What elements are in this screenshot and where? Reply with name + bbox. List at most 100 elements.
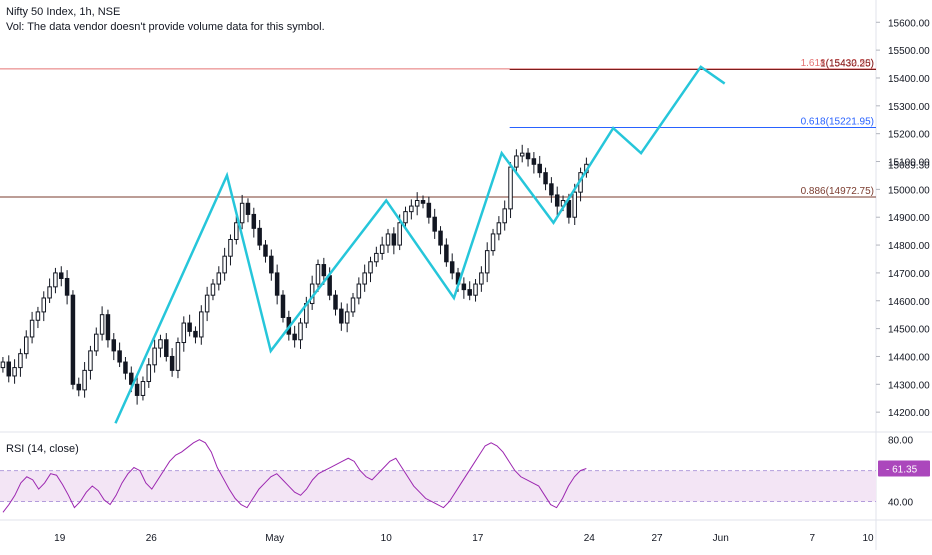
price-tick-label: 14600.00 (888, 297, 930, 308)
rsi-line (2, 439, 587, 513)
candle-body (251, 213, 257, 229)
rsi-value-label: - 61.35 (886, 465, 918, 476)
candle-body (502, 208, 507, 224)
rsi-tick-label: 80.00 (888, 436, 913, 447)
time-tick-label: 10 (862, 533, 874, 544)
candle-body (18, 353, 23, 369)
candle-body (245, 202, 251, 215)
candle-body (484, 250, 490, 274)
candle-body (181, 322, 187, 344)
rsi-value-badge (878, 460, 930, 477)
candle-body (461, 283, 467, 291)
candle-body (420, 200, 426, 204)
price-tick-label: 14200.00 (888, 408, 930, 419)
rsi-title: RSI (14, close) (6, 443, 79, 455)
price-tick-label: 15400.00 (888, 74, 930, 85)
candle-body (239, 202, 245, 224)
candle-body (129, 372, 134, 385)
candle-body (164, 339, 169, 357)
candle-body (82, 369, 87, 391)
candle-body (397, 222, 402, 246)
candle-body (339, 308, 344, 324)
candle-body (426, 202, 432, 218)
candle-body (140, 381, 146, 396)
candle-body (292, 333, 297, 341)
candle-body (169, 355, 175, 371)
candle-body (187, 322, 192, 332)
time-tick-label: 24 (584, 533, 596, 544)
candle-body (41, 297, 47, 313)
price-tick-label: 15300.00 (888, 102, 930, 113)
rsi-pane (0, 439, 876, 513)
rsi-band (0, 470, 876, 502)
candle-body (88, 350, 93, 371)
candle-body (414, 200, 420, 207)
candle-body (409, 205, 414, 213)
price-tick-label: 14800.00 (888, 241, 930, 252)
candle-body (537, 163, 542, 174)
candle-body (531, 158, 537, 165)
candle-body (473, 283, 478, 296)
time-tick-label: 27 (651, 533, 663, 544)
candles (0, 144, 589, 405)
candle-body (152, 347, 157, 366)
projection-zigzag (114, 65, 726, 424)
candle-body (94, 333, 99, 352)
candle-body (467, 289, 472, 296)
candle-body (123, 361, 128, 374)
candle-body (379, 244, 385, 254)
price-tick-label: 15600.00 (888, 18, 930, 29)
candle-body (554, 194, 560, 207)
candle-body (490, 233, 496, 252)
candle-body (99, 314, 105, 335)
candle-body (298, 322, 303, 341)
candle-body (514, 155, 519, 168)
candle-body (12, 367, 17, 377)
candle-body (234, 222, 239, 240)
time-tick-label: Jun (713, 533, 729, 544)
candle-body (403, 211, 408, 224)
candle-body (549, 183, 554, 196)
price-tick-label: 15100.00 (888, 158, 930, 169)
price-tick-label: 15000.00 (888, 185, 930, 196)
axes: 14200.00 14300.00 14400.00 14500.00 14600.00… (54, 18, 930, 544)
candle-body (543, 172, 548, 185)
candle-body (222, 255, 227, 274)
time-tick-label: 10 (381, 533, 393, 544)
fib-level-label: 1(15430.25) (820, 59, 874, 70)
candle-body (496, 222, 502, 235)
candle-body (70, 294, 76, 385)
candle-body (53, 272, 58, 288)
time-tick-label: 17 (472, 533, 484, 544)
candle-body (508, 166, 513, 210)
projection-path (114, 65, 726, 424)
time-tick-label: May (265, 533, 284, 544)
chart-title: Nifty 50 Index, 1h, NSE (6, 6, 121, 18)
price-tick-label: 14900.00 (888, 213, 930, 224)
candle-body (344, 311, 350, 324)
candle-body (59, 272, 64, 279)
candle-body (47, 286, 52, 299)
candle-body (572, 191, 577, 218)
candle-body (391, 233, 397, 246)
candle-body (134, 383, 140, 396)
time-tick-label: 26 (146, 533, 158, 544)
candle-body (24, 336, 29, 355)
fib-level-label: 0.618(15221.95) (801, 117, 874, 128)
candle-body (350, 297, 356, 313)
candle-body (321, 264, 327, 277)
price-tick-label: 15200.00 (888, 130, 930, 141)
candle-body (228, 238, 233, 257)
price-tick-label: 14700.00 (888, 269, 930, 280)
candle-body (315, 264, 321, 285)
candle-body (362, 272, 367, 285)
candle-body (216, 272, 222, 285)
candle-body (199, 311, 204, 338)
candle-body (105, 314, 111, 341)
candle-body (374, 252, 379, 263)
candle-body (327, 275, 332, 296)
candle-body (76, 383, 82, 391)
